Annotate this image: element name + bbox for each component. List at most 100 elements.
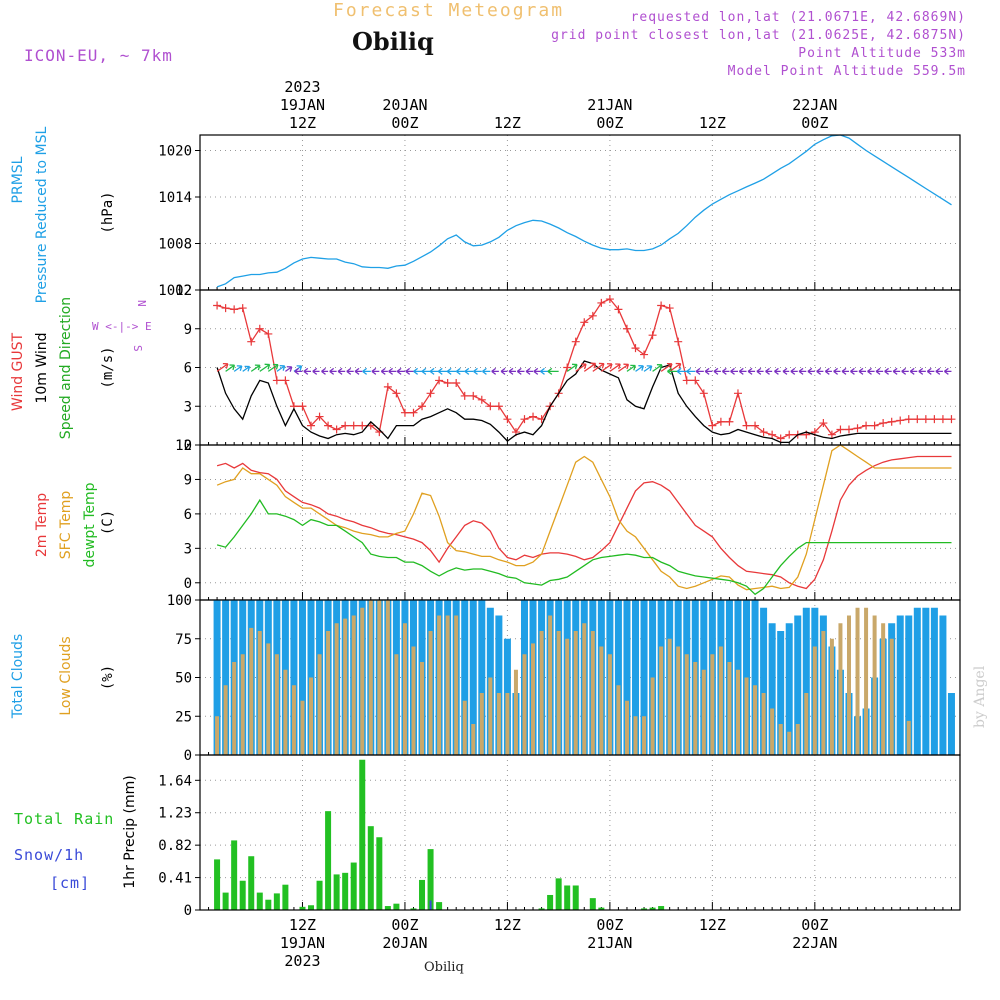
wind-arrow-shape [643, 365, 653, 372]
wind-arrow-shape [285, 366, 293, 372]
gust-marker [844, 425, 853, 434]
low-cloud-bar [744, 677, 749, 755]
low-cloud-bar [812, 646, 817, 755]
wind-arrow-shape [790, 367, 798, 375]
gust-marker [870, 421, 879, 430]
gust-marker [247, 337, 256, 346]
gust-marker [776, 434, 785, 443]
requested-coords: requested lon,lat (21.0671E, 42.6869N) [630, 10, 966, 25]
wind-arrow-shape [566, 363, 578, 372]
low-cloud-bar [821, 631, 826, 755]
gust-marker [358, 421, 367, 430]
wind-arrow-shape [525, 367, 534, 375]
gust-marker [426, 389, 435, 398]
wind-arrow-shape [446, 367, 457, 375]
gust-marker [785, 430, 794, 439]
wind-arrow-shape [396, 367, 405, 375]
low-cloud-bar [343, 618, 348, 755]
wind-arrow-shape [765, 367, 773, 375]
total-cloud-bar [802, 607, 810, 755]
rain-bar [538, 908, 545, 910]
gust-marker [691, 376, 700, 385]
wind-arrow [482, 367, 491, 375]
gust-marker [725, 417, 734, 426]
wind-arrow [533, 367, 542, 375]
gust-marker [640, 350, 649, 359]
wind-arrow-shape [388, 367, 397, 375]
wind-arrow [833, 367, 841, 375]
series-line-prmsl [216, 134, 952, 288]
gust-marker [281, 376, 290, 385]
wind-arrow [618, 363, 630, 372]
gust-marker [213, 301, 222, 310]
wind-arrow [566, 363, 578, 372]
wind-arrow-shape [704, 367, 713, 375]
wind-arrow [782, 367, 790, 375]
wind-arrow-shape [756, 367, 764, 375]
low-cloud-bar [607, 654, 612, 755]
wind-arrow-shape [730, 367, 738, 375]
wind-arrow-shape [225, 364, 236, 372]
low-cloud-bar [650, 677, 655, 755]
low-cloud-bar [659, 646, 664, 755]
gust-marker [682, 376, 691, 385]
wind-arrow-shape [242, 365, 251, 372]
low-cloud-bar [556, 631, 561, 755]
model-altitude: Model Point Altitude 559.5m [727, 64, 966, 79]
total-cloud-bar [213, 600, 221, 755]
wind-arrow-shape [216, 362, 229, 372]
wind-arrow-shape [294, 367, 303, 375]
rain-bar [333, 874, 340, 910]
total-clouds-title: Total Clouds [10, 634, 26, 719]
low-cloud-bar [667, 638, 672, 755]
wind-arrow-shape [909, 367, 918, 375]
gust-marker [264, 329, 273, 338]
wind-arrow [730, 367, 738, 375]
rain-bar [265, 899, 272, 910]
wind-arrow-shape [413, 367, 423, 375]
low-cloud-bar [437, 615, 442, 755]
low-cloud-bar [778, 724, 783, 755]
gust-marker [580, 318, 589, 327]
gust-marker [230, 305, 239, 314]
wind-arrow [798, 367, 807, 375]
low-cloud-bar [257, 631, 262, 755]
gust-marker [836, 425, 845, 434]
low-cloud-bar [454, 615, 459, 755]
wind-arrow [738, 367, 747, 375]
rain-bar [547, 894, 554, 910]
wind-arrow [765, 367, 773, 375]
wind-arrow [676, 367, 687, 375]
wind-arrow [774, 367, 781, 375]
wind-arrow [267, 363, 279, 372]
total-cloud-bar [478, 600, 486, 755]
low-cloud-bar [599, 646, 604, 755]
wind-arrow [875, 367, 884, 375]
low-cloud-bar [428, 631, 433, 755]
rain-bar [589, 898, 596, 910]
wind-arrow [242, 365, 251, 372]
app-title: Forecast Meteogram [333, 0, 565, 21]
y-tick-label: 25 [175, 709, 192, 725]
gust-marker [563, 363, 572, 372]
top-time-label: 21JAN [587, 96, 632, 114]
y-axis-unit: (m/s) [100, 346, 116, 388]
low-cloud-bar [787, 731, 792, 755]
wind-arrow [405, 367, 414, 375]
low-cloud-bar [377, 600, 382, 755]
wind-arrow-shape [600, 363, 613, 372]
top-time-label: 00Z [391, 114, 418, 132]
low-cloud-bar [710, 654, 715, 755]
y-tick-label: 9 [184, 472, 192, 488]
compass-south: S [131, 345, 144, 352]
wind-arrow [790, 367, 798, 375]
total-cloud-bar [777, 631, 785, 755]
low-cloud-bar [881, 623, 886, 755]
top-time-label: 12Z [699, 114, 726, 132]
low-cloud-bar [385, 600, 390, 755]
low-cloud-bar [633, 716, 638, 755]
top-time-label: 12Z [494, 114, 521, 132]
y-tick-label: 1.23 [158, 806, 192, 822]
wind-arrow [421, 367, 431, 375]
